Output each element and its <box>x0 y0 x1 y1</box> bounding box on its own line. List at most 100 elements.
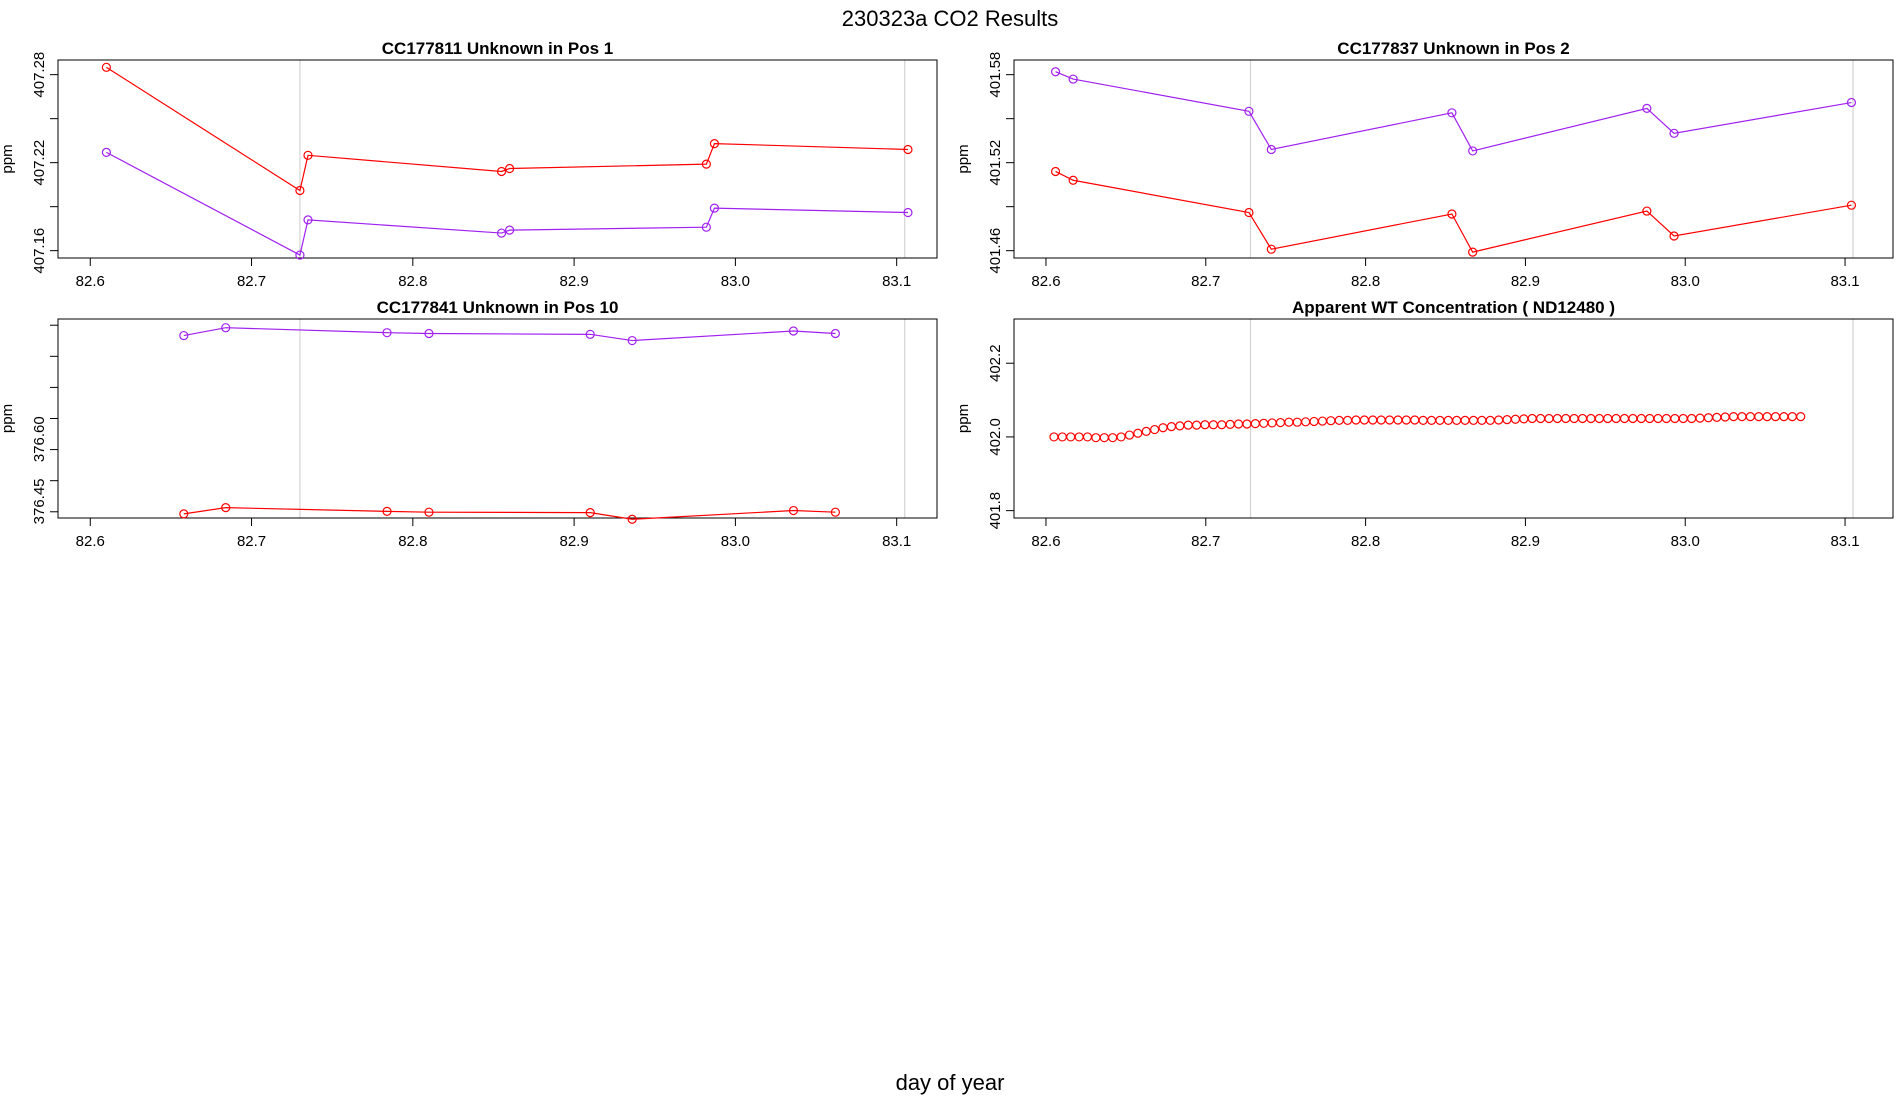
data-point-purple <box>1266 144 1276 155</box>
data-point-purple <box>830 328 840 339</box>
data-point-apparent <box>1460 415 1470 425</box>
data-point-red <box>903 144 913 155</box>
data-point-red <box>1244 207 1254 218</box>
chart-panels: CC177811 Unknown in Pos 1 82.6 82.7 82.8 82.… <box>0 39 1894 550</box>
data-point-apparent <box>1066 432 1076 442</box>
data-point-red <box>1266 244 1276 254</box>
data-point-apparent <box>1343 415 1353 425</box>
data-point-purple <box>709 203 720 213</box>
plot-frame <box>1013 59 1894 259</box>
data-point-red <box>1068 175 1078 185</box>
data-point-purple <box>1642 103 1652 114</box>
data-point-apparent <box>1309 416 1319 427</box>
data-point-apparent <box>1519 414 1529 424</box>
data-point-apparent <box>1225 419 1235 429</box>
data-point-apparent <box>1267 418 1277 428</box>
data-point-purple <box>1068 74 1078 84</box>
data-point-apparent <box>1200 420 1210 430</box>
x-tick-label: 82.6 <box>76 273 105 290</box>
data-point-apparent <box>1301 417 1311 427</box>
data-point-red <box>830 507 840 517</box>
data-point-apparent <box>1552 413 1562 424</box>
data-point-purple <box>179 330 189 341</box>
data-point-apparent <box>1577 413 1588 424</box>
x-tick-label: 83.1 <box>1830 273 1859 290</box>
data-point-purple <box>382 328 392 338</box>
data-point-purple <box>701 222 711 232</box>
data-point-apparent <box>1703 413 1714 423</box>
data-point-apparent <box>1376 415 1386 425</box>
data-point-apparent <box>1494 415 1504 425</box>
plot-frame <box>1013 318 1894 519</box>
data-point-purple <box>1244 106 1254 116</box>
data-point-apparent <box>1619 413 1630 424</box>
x-tick-label: 82.7 <box>237 533 266 550</box>
x-tick-label: 82.9 <box>560 533 589 550</box>
x-tick-label: 83.1 <box>1830 533 1859 550</box>
figure-title: 230323a CO2 Results <box>842 6 1058 31</box>
data-point-red <box>709 139 720 149</box>
data-point-apparent <box>1175 421 1185 431</box>
data-point-apparent <box>1544 413 1554 424</box>
data-point-apparent <box>1384 415 1395 425</box>
data-point-red <box>101 62 111 72</box>
data-point-apparent <box>1561 413 1571 424</box>
data-point-red <box>295 185 305 196</box>
y-tick-label: 407.22 <box>31 140 48 186</box>
data-point-purple <box>1468 146 1478 156</box>
panel-title: CC177811 Unknown in Pos 1 <box>382 39 613 58</box>
data-point-apparent <box>1720 412 1730 422</box>
data-point-apparent <box>1108 433 1118 443</box>
series-line-purple <box>106 151 908 256</box>
data-point-red <box>627 514 637 524</box>
x-tick-label: 82.8 <box>398 273 427 290</box>
data-point-purple <box>1846 97 1857 108</box>
data-point-apparent <box>1586 413 1596 424</box>
data-point-red <box>1468 247 1478 257</box>
data-point-apparent <box>1737 412 1747 422</box>
data-point-apparent <box>1527 413 1537 424</box>
data-point-apparent <box>1057 432 1067 442</box>
x-tick-label: 82.7 <box>237 273 266 290</box>
data-point-apparent <box>1603 413 1613 424</box>
data-point-red <box>788 505 799 516</box>
y-tick-label: 407.16 <box>31 228 48 274</box>
y-tick-label: 401.8 <box>987 492 1004 530</box>
data-point-apparent <box>1275 417 1286 428</box>
data-point-apparent <box>1074 432 1084 442</box>
data-point-apparent <box>1661 413 1672 424</box>
plot-frame <box>57 59 938 259</box>
data-point-purple <box>788 326 799 336</box>
data-point-apparent <box>1653 413 1663 424</box>
data-point-apparent <box>1217 420 1227 430</box>
data-point-apparent <box>1242 419 1252 429</box>
data-point-red <box>701 159 711 169</box>
y-tick-label: 402.0 <box>987 418 1004 456</box>
data-point-apparent <box>1485 415 1495 425</box>
data-point-apparent <box>1687 413 1697 424</box>
data-point-purple <box>101 147 111 157</box>
series-line-red <box>183 507 836 520</box>
data-point-apparent <box>1787 412 1797 422</box>
x-tick-label: 82.9 <box>1511 533 1540 550</box>
series-line-purple <box>1055 71 1852 152</box>
series-line-red <box>1055 170 1852 253</box>
series-line-purple <box>183 327 836 342</box>
data-point-apparent <box>1284 417 1294 427</box>
data-point-purple <box>1669 128 1679 138</box>
x-tick-label: 82.9 <box>560 273 589 290</box>
data-point-purple <box>424 328 434 339</box>
data-point-apparent <box>1452 415 1462 425</box>
x-tick-label: 83.1 <box>882 273 911 290</box>
data-point-apparent <box>1099 433 1109 443</box>
data-point-apparent <box>1670 413 1680 424</box>
data-point-apparent <box>1082 432 1093 442</box>
data-point-apparent <box>1536 413 1546 424</box>
y-axis-label: ppm <box>0 144 16 173</box>
y-tick-label: 401.46 <box>987 228 1004 274</box>
data-point-apparent <box>1510 414 1521 424</box>
y-tick-label: 376.45 <box>31 478 48 524</box>
data-point-apparent <box>1796 412 1806 422</box>
data-point-apparent <box>1426 415 1437 425</box>
